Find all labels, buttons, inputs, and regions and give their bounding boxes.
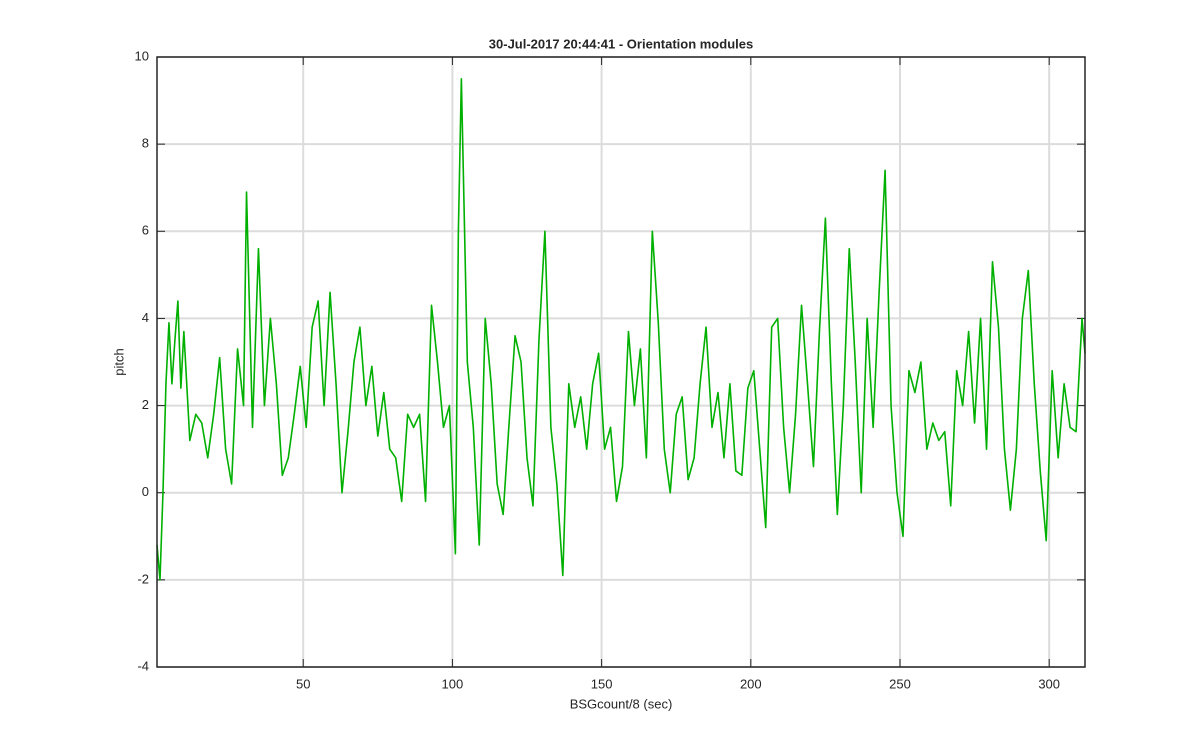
plot-box bbox=[156, 56, 1086, 668]
y-tick-label: -2 bbox=[137, 571, 149, 586]
y-tick-label: 0 bbox=[142, 484, 149, 499]
x-tick-label: 150 bbox=[591, 676, 613, 691]
y-axis-label: pitch bbox=[111, 348, 126, 375]
y-tick-label: 10 bbox=[135, 48, 149, 63]
y-tick-label: 2 bbox=[142, 397, 149, 412]
y-tick-label: 6 bbox=[142, 223, 149, 238]
y-tick-label: 4 bbox=[142, 310, 149, 325]
x-tick-label: 100 bbox=[442, 676, 464, 691]
x-tick-label: 300 bbox=[1038, 676, 1060, 691]
x-tick-label: 200 bbox=[740, 676, 762, 691]
y-tick-label: 8 bbox=[142, 136, 149, 151]
x-axis-label: BSGcount/8 (sec) bbox=[570, 696, 673, 711]
x-tick-label: 50 bbox=[296, 676, 310, 691]
y-tick-label: -4 bbox=[137, 658, 149, 673]
chart-title: 30-Jul-2017 20:44:41 - Orientation modul… bbox=[489, 36, 753, 51]
x-tick-label: 250 bbox=[889, 676, 911, 691]
data-line bbox=[156, 77, 1086, 581]
